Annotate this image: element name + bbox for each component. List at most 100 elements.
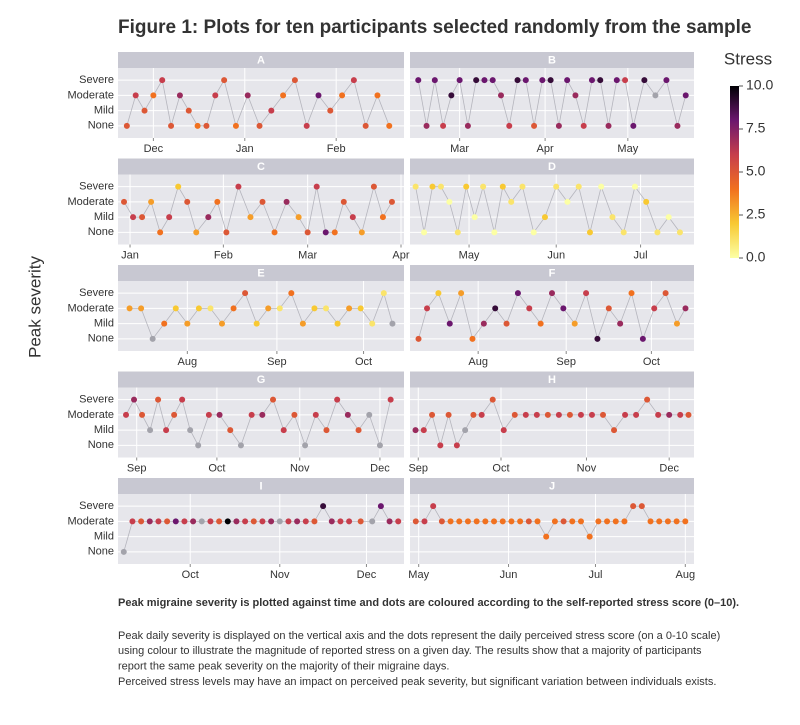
day-dot (470, 411, 477, 418)
day-dot (631, 183, 638, 190)
x-tick-label: Jan (121, 249, 139, 261)
day-dot (259, 518, 266, 525)
day-dot (464, 122, 471, 129)
day-dot (190, 518, 197, 525)
day-dot (588, 411, 595, 418)
day-dot (489, 77, 496, 84)
panel-title: C (257, 161, 265, 173)
x-tick-label: Sep (556, 356, 576, 368)
day-dot (577, 518, 584, 525)
panel-background (118, 281, 404, 351)
day-dot (676, 229, 683, 236)
day-dot (230, 305, 237, 312)
day-dot (500, 427, 507, 434)
day-dot (376, 442, 383, 449)
day-dot (423, 122, 430, 129)
day-dot (572, 92, 579, 99)
day-dot (131, 396, 138, 403)
y-tick-label: Severe (79, 181, 114, 193)
day-dot (184, 320, 191, 327)
day-dot (148, 198, 155, 205)
day-dot (447, 518, 454, 525)
day-dot (519, 183, 526, 190)
day-dot (141, 107, 148, 114)
day-dot (139, 214, 146, 221)
x-tick-label: Jul (634, 249, 648, 261)
day-dot (387, 396, 394, 403)
day-dot (639, 335, 646, 342)
x-tick-label: Mar (298, 249, 317, 261)
x-tick-label: Sep (267, 356, 287, 368)
x-tick-label: Oct (208, 462, 225, 474)
day-dot (595, 518, 602, 525)
day-dot (130, 214, 137, 221)
x-tick-label: Dec (144, 143, 164, 155)
y-tick-label: Severe (79, 287, 114, 299)
day-dot (295, 214, 302, 221)
y-tick-label: Moderate (68, 515, 114, 527)
x-tick-label: May (617, 143, 638, 155)
day-dot (344, 411, 351, 418)
day-dot (355, 427, 362, 434)
day-dot (480, 183, 487, 190)
day-dot (172, 305, 179, 312)
x-tick-label: Oct (643, 356, 660, 368)
x-tick-label: Jun (547, 249, 565, 261)
x-tick-label: Jun (500, 569, 518, 581)
day-dot (380, 290, 387, 297)
day-dot (357, 305, 364, 312)
day-dot (175, 183, 182, 190)
day-dot (566, 411, 573, 418)
day-dot (350, 77, 357, 84)
day-dot (250, 518, 257, 525)
day-dot (677, 411, 684, 418)
day-dot (203, 122, 210, 129)
day-dot (138, 518, 145, 525)
day-dot (448, 92, 455, 99)
x-tick-label: May (459, 249, 480, 261)
day-dot (514, 290, 521, 297)
day-dot (270, 396, 277, 403)
day-dot (613, 77, 620, 84)
day-dot (139, 411, 146, 418)
series-line (126, 79, 390, 128)
day-dot (313, 183, 320, 190)
day-dot (323, 427, 330, 434)
day-dot (666, 411, 673, 418)
day-dot (478, 411, 485, 418)
day-dot (633, 411, 640, 418)
day-dot (508, 518, 515, 525)
day-dot (276, 305, 283, 312)
day-dot (656, 518, 663, 525)
day-dot (605, 305, 612, 312)
panel-strip (118, 265, 404, 281)
figure-title: Figure 1: Plots for ten participants sel… (118, 17, 751, 38)
day-dot (481, 77, 488, 84)
day-dot (123, 122, 130, 129)
day-dot (223, 229, 230, 236)
day-dot (471, 214, 478, 221)
day-dot (682, 518, 689, 525)
day-dot (168, 122, 175, 129)
x-tick-label: Apr (392, 249, 409, 261)
day-dot (621, 518, 628, 525)
day-dot (386, 122, 393, 129)
panel-title: J (549, 480, 555, 492)
day-dot (207, 305, 214, 312)
day-dot (421, 229, 428, 236)
day-dot (682, 92, 689, 99)
day-dot (195, 305, 202, 312)
day-dot (129, 518, 136, 525)
day-dot (388, 198, 395, 205)
day-dot (337, 518, 344, 525)
day-dot (564, 77, 571, 84)
day-dot (334, 396, 341, 403)
panel-title: I (259, 480, 262, 492)
day-dot (564, 198, 571, 205)
day-dot (647, 518, 654, 525)
day-dot (503, 320, 510, 327)
day-dot (543, 533, 550, 540)
day-dot (454, 229, 461, 236)
panel-title: B (548, 54, 556, 66)
